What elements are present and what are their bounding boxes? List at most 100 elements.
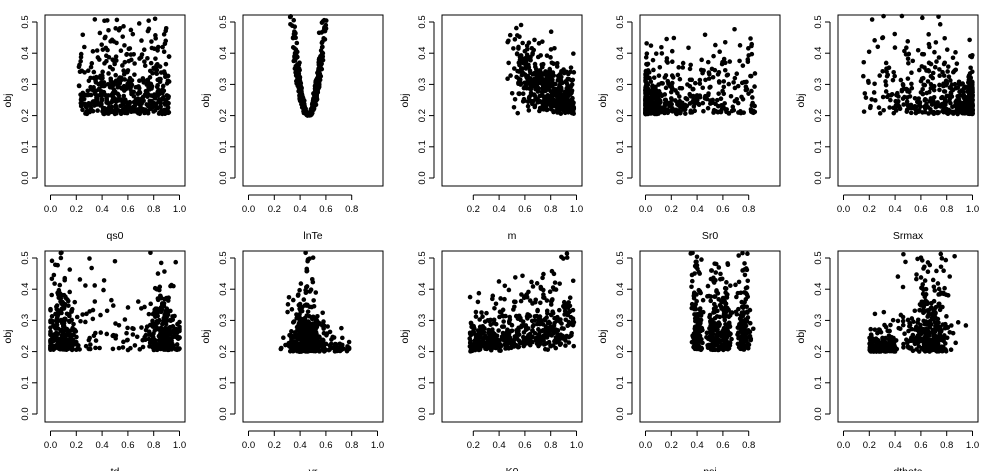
- data-point: [931, 98, 936, 104]
- data-point: [135, 91, 141, 96]
- data-point: [932, 64, 938, 70]
- data-point: [737, 345, 743, 351]
- data-point: [935, 100, 940, 105]
- data-point: [940, 69, 945, 75]
- data-point: [718, 109, 724, 115]
- data-point: [530, 284, 536, 289]
- data-point: [883, 79, 888, 84]
- data-point: [529, 101, 535, 107]
- data-point: [545, 83, 551, 88]
- data-point: [881, 309, 887, 315]
- data-point: [159, 96, 165, 102]
- data-point: [491, 343, 496, 349]
- data-point: [160, 44, 165, 50]
- data-point: [286, 295, 292, 300]
- data-point: [689, 284, 694, 290]
- data-point: [741, 342, 747, 348]
- data-point: [555, 314, 560, 320]
- data-point: [710, 100, 716, 105]
- data-point: [339, 325, 344, 331]
- x-tick-label: 0.6: [319, 204, 332, 215]
- data-point: [525, 103, 531, 109]
- data-point: [564, 251, 570, 256]
- data-point: [482, 326, 487, 331]
- data-point: [689, 110, 695, 115]
- plot-frame: [837, 250, 979, 423]
- data-point: [665, 78, 671, 84]
- data-point: [890, 77, 896, 83]
- data-point: [718, 271, 723, 277]
- data-point: [944, 81, 950, 86]
- data-point: [53, 334, 59, 339]
- data-point: [78, 92, 84, 98]
- data-point: [513, 275, 518, 280]
- data-point: [111, 82, 117, 87]
- data-point: [723, 339, 729, 345]
- data-point: [548, 29, 554, 35]
- data-point: [175, 336, 181, 342]
- data-point: [152, 337, 157, 342]
- data-point: [532, 70, 537, 76]
- data-point: [319, 40, 325, 46]
- data-point: [945, 64, 951, 69]
- data-point: [97, 30, 103, 36]
- data-point: [949, 109, 955, 115]
- data-point: [112, 61, 117, 67]
- data-point: [551, 271, 557, 277]
- data-point: [861, 59, 867, 65]
- data-point: [142, 109, 148, 115]
- y-tick-label: 0.1: [218, 376, 229, 389]
- data-point: [545, 310, 550, 316]
- data-point: [520, 273, 525, 279]
- data-point: [726, 111, 732, 116]
- data-point: [719, 276, 725, 282]
- data-point: [91, 75, 97, 81]
- y-tick-label: 0.3: [20, 78, 31, 91]
- data-point: [116, 323, 122, 328]
- data-point: [659, 44, 664, 50]
- data-point: [148, 301, 153, 307]
- x-tick-label: 0.6: [121, 440, 134, 451]
- data-point: [78, 58, 83, 64]
- data-point: [93, 330, 98, 336]
- data-point: [169, 282, 174, 288]
- data-point: [124, 337, 130, 343]
- data-point: [148, 83, 154, 88]
- data-point: [522, 48, 528, 54]
- data-point: [67, 267, 73, 272]
- data-point: [83, 103, 89, 108]
- data-point: [478, 334, 484, 340]
- data-point: [559, 74, 564, 80]
- data-point: [721, 105, 726, 110]
- data-point: [748, 107, 754, 112]
- data-point: [308, 336, 314, 341]
- data-point: [547, 289, 553, 295]
- data-point: [136, 84, 141, 89]
- data-point: [697, 333, 703, 339]
- y-tick-label: 0.2: [417, 345, 428, 358]
- data-point: [887, 105, 892, 110]
- data-point: [936, 55, 942, 60]
- data-point: [80, 32, 86, 38]
- data-point: [708, 298, 714, 304]
- data-point: [297, 287, 302, 293]
- data-point: [168, 318, 174, 324]
- data-point: [750, 100, 755, 106]
- data-point: [295, 293, 301, 298]
- data-point: [55, 326, 61, 331]
- x-tick-label: 0.0: [242, 440, 255, 451]
- data-point: [489, 335, 495, 341]
- data-point: [566, 334, 572, 340]
- data-point: [77, 347, 82, 352]
- scatter-panel-Srmax: 0.0 0.2 0.4 0.6 0.8 1.00.00.10.20.30.40.5Srma…: [795, 13, 979, 242]
- x-tick-label: 0.8: [345, 440, 358, 451]
- data-point: [724, 73, 730, 78]
- data-point: [162, 111, 168, 116]
- data-point: [69, 346, 74, 352]
- data-point: [676, 65, 682, 70]
- data-point: [930, 70, 936, 76]
- x-tick-label: 0.4: [690, 440, 703, 451]
- data-point: [679, 86, 685, 91]
- x-axis-label: td: [111, 466, 120, 471]
- data-point: [291, 348, 296, 354]
